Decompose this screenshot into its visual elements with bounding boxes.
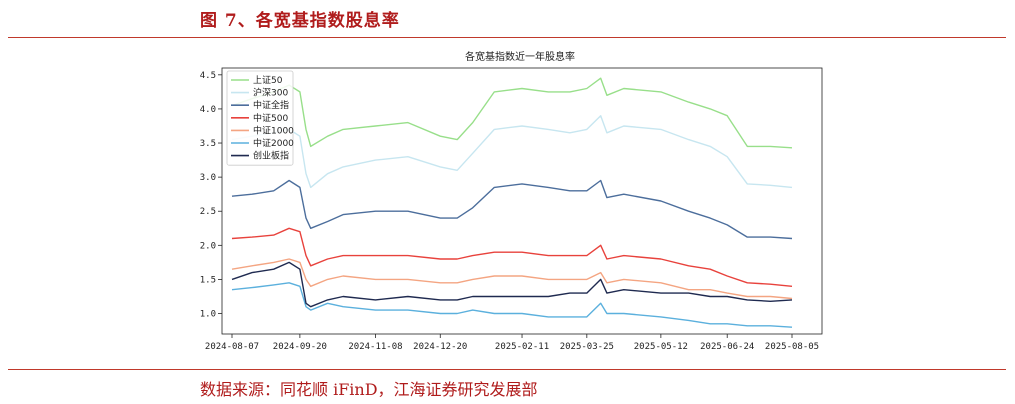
legend-label: 中证500 [253,112,288,124]
y-tick-label: 2.5 [200,207,216,217]
source-note: 数据来源：同花顺 iFinD，江海证券研究发展部 [200,380,538,399]
chart-title: 各宽基指数近一年股息率 [465,50,575,63]
legend-label: 沪深300 [253,87,288,99]
x-tick-label: 2025-02-11 [495,342,549,352]
y-tick-label: 1.5 [200,275,216,285]
series-lines [231,77,793,328]
legend-label: 上证50 [253,75,283,86]
legend-box [226,70,294,166]
y-tick-label: 4.5 [200,71,216,81]
legend-label: 中证1000 [253,124,294,136]
x-tick-label: 2025-03-25 [560,342,614,352]
x-axis: 2024-08-07 2024-09-20 2024-11-08 2024-12-20… [205,334,819,352]
x-tick-label: 2024-11-08 [348,342,402,352]
series-line-4 [231,258,793,300]
series-line-2 [231,179,793,240]
y-axis: 1.0 1.5 2.0 2.5 3.0 3.5 4.0 4.5 [200,71,222,320]
x-tick-label: 2024-12-20 [413,342,467,352]
series-line-1 [231,114,793,189]
y-tick-label: 4.0 [200,105,216,115]
y-tick-label: 2.0 [200,241,216,251]
figure-title: 图 7、各宽基指数股息率 [200,11,400,31]
y-tick-label: 1.0 [200,310,216,320]
series-line-3 [231,227,793,287]
legend-label: 中证全指 [253,99,289,111]
series-line-0 [231,77,793,149]
series-line-5 [231,282,793,328]
y-tick-label: 3.0 [200,173,216,183]
x-tick-label: 2025-06-24 [700,342,754,352]
x-tick-label: 2024-09-20 [273,342,327,352]
x-tick-label: 2024-08-07 [205,342,259,352]
x-tick-label: 2025-05-12 [634,342,688,352]
y-tick-label: 3.5 [200,139,216,149]
series-line-6 [231,261,793,308]
legend-label: 创业板指 [253,150,289,162]
legend-label: 中证2000 [253,137,294,149]
bottom-divider [8,369,1006,370]
top-divider [8,37,1006,38]
x-tick-label: 2025-08-05 [765,342,819,352]
